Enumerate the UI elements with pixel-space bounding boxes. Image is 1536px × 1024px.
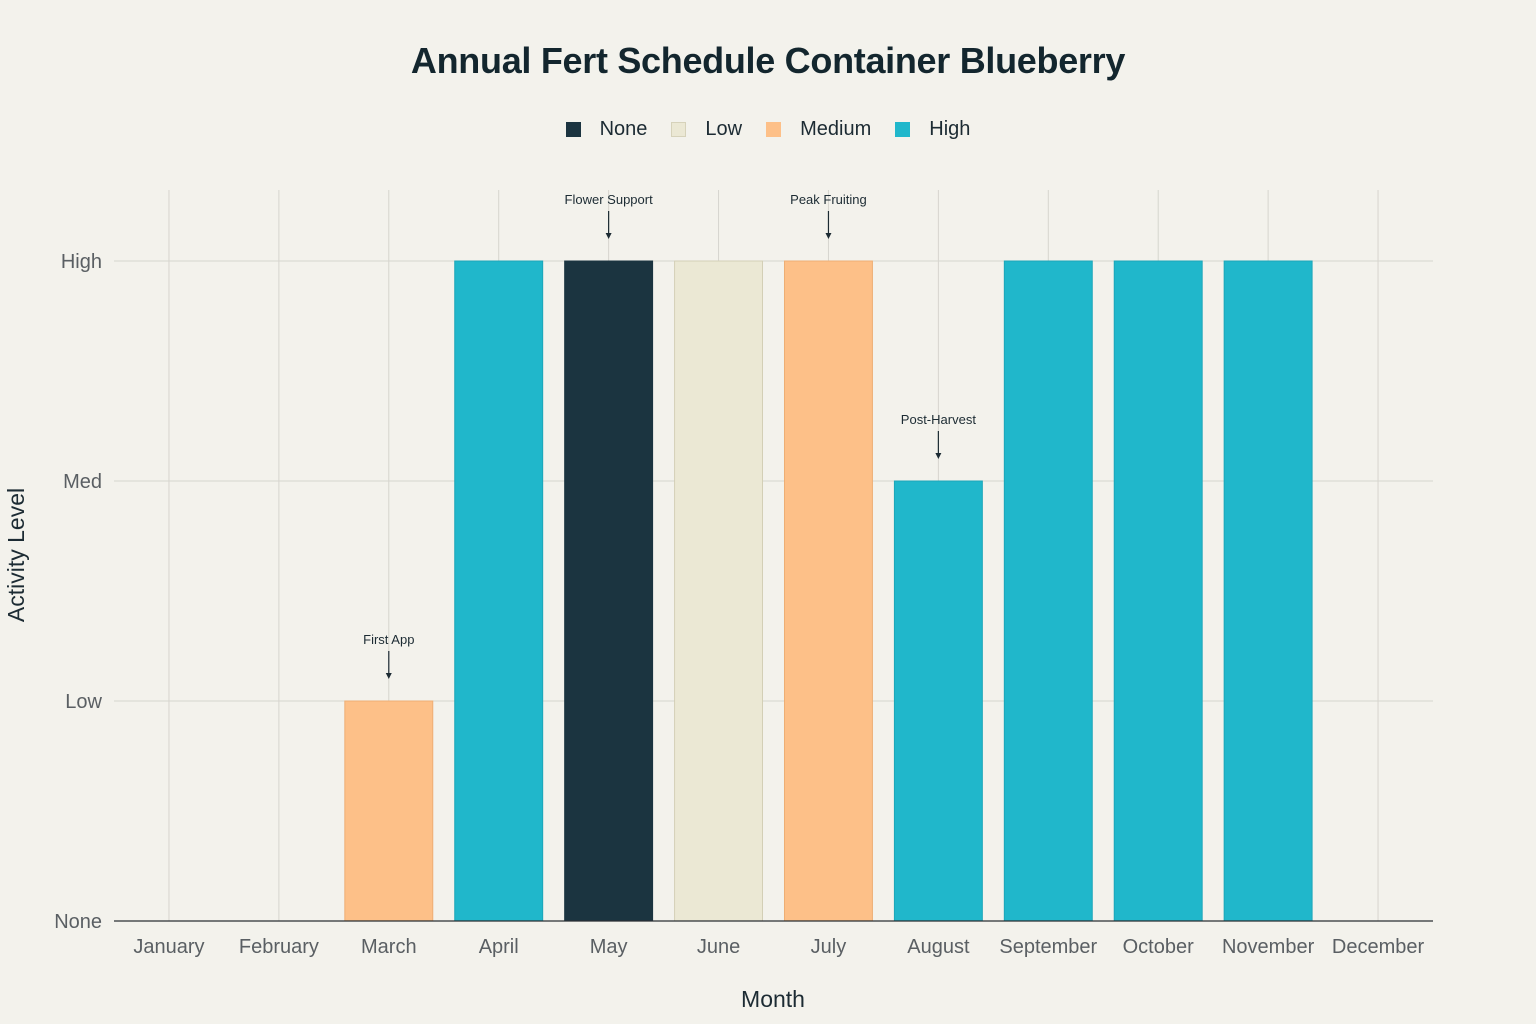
legend-label-low: Low: [705, 118, 743, 140]
bar-november[interactable]: [1223, 260, 1313, 922]
annotation-arrow-head: [935, 453, 942, 459]
x-tick-september: September: [999, 936, 1097, 958]
annotation-label: Flower Support: [565, 192, 654, 207]
legend: None Low Medium High: [0, 118, 1536, 141]
x-tick-november: November: [1222, 936, 1315, 958]
annotation-peak-fruiting: Peak Fruiting: [790, 192, 867, 239]
annotations: First App Flower Support Peak Fruiting Post…: [363, 192, 976, 679]
legend-swatch-medium: [766, 122, 782, 137]
y-axis-ticks: None Low Med High: [54, 251, 102, 933]
bar-april[interactable]: [454, 260, 544, 922]
x-tick-june: June: [697, 936, 740, 958]
x-tick-october: October: [1123, 936, 1194, 958]
x-tick-july: July: [811, 936, 847, 958]
y-axis-title: Activity Level: [3, 488, 29, 622]
legend-label-high: High: [929, 118, 971, 140]
legend-swatch-low: [671, 122, 687, 137]
chart-title: Annual Fert Schedule Container Blueberry: [410, 40, 1126, 81]
annotation-label: Post-Harvest: [901, 412, 977, 427]
x-tick-march: March: [361, 936, 417, 958]
annotation-post-harvest: Post-Harvest: [901, 412, 977, 459]
x-tick-april: April: [479, 936, 519, 958]
annotation-first-app: First App: [363, 632, 414, 679]
annotation-arrow-head: [605, 233, 612, 239]
bar-june[interactable]: [674, 260, 764, 922]
x-tick-february: February: [239, 936, 319, 958]
y-tick-high: High: [61, 251, 102, 273]
legend-item-high[interactable]: High: [895, 118, 970, 141]
bar-july[interactable]: [783, 260, 873, 922]
bar-may[interactable]: [564, 260, 654, 922]
legend-item-none[interactable]: None: [565, 118, 648, 141]
x-tick-august: August: [907, 936, 970, 958]
legend-label-medium: Medium: [800, 118, 872, 140]
annotation-arrow-head: [385, 673, 392, 679]
y-tick-low: Low: [65, 691, 102, 713]
bar-october[interactable]: [1113, 260, 1203, 922]
bar-august[interactable]: [893, 480, 983, 922]
annotation-label: First App: [363, 632, 414, 647]
x-axis-ticks: January February March April May June July Augu…: [133, 936, 1424, 958]
bar-september[interactable]: [1003, 260, 1093, 922]
y-tick-med: Med: [63, 471, 102, 493]
annotation-label: Peak Fruiting: [790, 192, 867, 207]
legend-label-none: None: [599, 118, 648, 140]
annotation-arrow-head: [825, 233, 832, 239]
bar-march[interactable]: [344, 700, 434, 922]
annotation-flower-support: Flower Support: [565, 192, 654, 239]
x-tick-december: December: [1332, 936, 1425, 958]
legend-item-low[interactable]: Low: [671, 118, 742, 141]
x-tick-may: May: [590, 936, 628, 958]
bars: [344, 260, 1313, 922]
x-axis-title: Month: [741, 986, 805, 1012]
legend-swatch-none: [565, 122, 581, 137]
x-tick-january: January: [133, 936, 204, 958]
y-tick-none: None: [54, 911, 102, 933]
legend-swatch-high: [895, 122, 911, 137]
legend-item-medium[interactable]: Medium: [766, 118, 871, 141]
